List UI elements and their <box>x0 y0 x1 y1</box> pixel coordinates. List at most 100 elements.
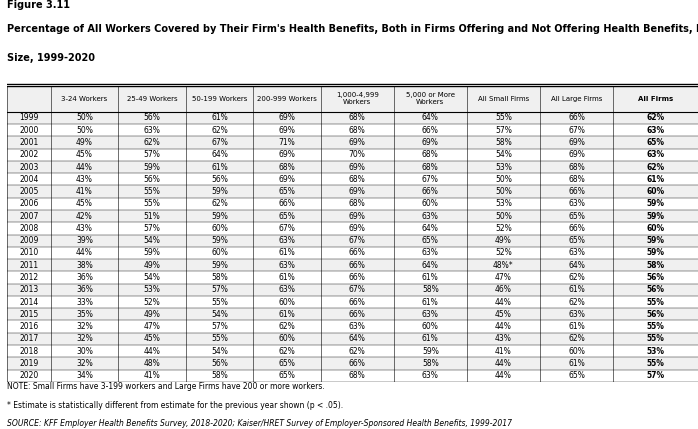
Text: 60%: 60% <box>422 199 439 208</box>
Text: 59%: 59% <box>646 199 664 208</box>
Text: 58%: 58% <box>422 285 439 294</box>
Text: 66%: 66% <box>422 187 439 196</box>
Text: 41%: 41% <box>495 347 512 356</box>
Text: 68%: 68% <box>349 199 366 208</box>
Text: 50%: 50% <box>495 187 512 196</box>
Text: 69%: 69% <box>279 150 295 159</box>
Text: 65%: 65% <box>568 236 585 245</box>
Text: 30%: 30% <box>76 347 93 356</box>
Text: 59%: 59% <box>646 248 664 257</box>
Text: 60%: 60% <box>211 248 228 257</box>
Text: 36%: 36% <box>76 273 93 282</box>
Text: 67%: 67% <box>349 236 366 245</box>
Text: 50%: 50% <box>76 126 93 135</box>
Text: 66%: 66% <box>279 199 295 208</box>
Text: 60%: 60% <box>279 298 295 307</box>
Text: 2013: 2013 <box>20 285 38 294</box>
Text: 54%: 54% <box>495 150 512 159</box>
Text: 57%: 57% <box>211 322 228 331</box>
Text: 63%: 63% <box>568 310 585 319</box>
Text: 61%: 61% <box>422 273 439 282</box>
Text: 52%: 52% <box>144 298 161 307</box>
Bar <box>7 308 698 320</box>
Text: 58%: 58% <box>422 359 439 368</box>
Text: 2015: 2015 <box>20 310 38 319</box>
Text: 61%: 61% <box>568 322 585 331</box>
Text: 49%: 49% <box>76 138 93 147</box>
Text: All Large Firms: All Large Firms <box>551 96 602 102</box>
Text: 69%: 69% <box>568 138 585 147</box>
Text: 63%: 63% <box>422 371 439 380</box>
Text: 69%: 69% <box>279 126 295 135</box>
Text: 41%: 41% <box>144 371 161 380</box>
Text: 61%: 61% <box>646 175 664 184</box>
Bar <box>7 124 698 136</box>
Text: 62%: 62% <box>568 298 585 307</box>
Text: 62%: 62% <box>349 347 366 356</box>
Text: 63%: 63% <box>349 322 366 331</box>
Text: Size, 1999-2020: Size, 1999-2020 <box>7 53 95 63</box>
Text: 55%: 55% <box>646 334 664 343</box>
Bar <box>7 296 698 308</box>
Text: 63%: 63% <box>279 285 295 294</box>
Text: 55%: 55% <box>495 114 512 123</box>
Text: 61%: 61% <box>568 285 585 294</box>
Text: 66%: 66% <box>568 224 585 233</box>
Text: 52%: 52% <box>495 224 512 233</box>
Text: 55%: 55% <box>144 187 161 196</box>
Text: 63%: 63% <box>646 126 664 135</box>
Text: 69%: 69% <box>279 114 295 123</box>
Text: 62%: 62% <box>211 126 228 135</box>
Text: 41%: 41% <box>76 187 93 196</box>
Bar <box>7 333 698 345</box>
Text: 55%: 55% <box>646 322 664 331</box>
Text: 63%: 63% <box>422 248 439 257</box>
Text: 65%: 65% <box>279 371 295 380</box>
Text: 69%: 69% <box>349 163 366 172</box>
Text: 67%: 67% <box>349 285 366 294</box>
Text: 64%: 64% <box>422 114 439 123</box>
Text: 52%: 52% <box>495 248 512 257</box>
Text: 62%: 62% <box>211 199 228 208</box>
Text: 65%: 65% <box>279 187 295 196</box>
Text: 2020: 2020 <box>20 371 38 380</box>
Text: 55%: 55% <box>646 298 664 307</box>
Text: 65%: 65% <box>422 236 439 245</box>
Text: 50%: 50% <box>495 211 512 221</box>
Text: 50%: 50% <box>76 114 93 123</box>
Text: 2004: 2004 <box>19 175 38 184</box>
Text: 54%: 54% <box>144 236 161 245</box>
Text: 61%: 61% <box>279 273 295 282</box>
Text: 44%: 44% <box>144 347 161 356</box>
Text: 42%: 42% <box>76 211 93 221</box>
Text: 2007: 2007 <box>19 211 38 221</box>
Text: 65%: 65% <box>646 138 664 147</box>
Text: 56%: 56% <box>144 175 161 184</box>
Text: 66%: 66% <box>349 310 366 319</box>
Bar <box>7 284 698 296</box>
Text: 59%: 59% <box>144 248 161 257</box>
Text: 69%: 69% <box>349 138 366 147</box>
Text: 48%: 48% <box>144 359 161 368</box>
Text: 43%: 43% <box>76 224 93 233</box>
Text: 44%: 44% <box>495 298 512 307</box>
Text: * Estimate is statistically different from estimate for the previous year shown : * Estimate is statistically different fr… <box>7 401 343 410</box>
Text: 2011: 2011 <box>20 261 38 270</box>
Text: 2018: 2018 <box>20 347 38 356</box>
Text: 68%: 68% <box>349 371 366 380</box>
Text: 55%: 55% <box>144 199 161 208</box>
Text: 34%: 34% <box>76 371 93 380</box>
Text: 71%: 71% <box>279 138 295 147</box>
Text: 53%: 53% <box>144 285 161 294</box>
Text: 2008: 2008 <box>20 224 38 233</box>
Text: 62%: 62% <box>568 273 585 282</box>
Text: All Firms: All Firms <box>638 96 673 102</box>
Text: 51%: 51% <box>144 211 161 221</box>
Bar <box>7 185 698 198</box>
Text: 67%: 67% <box>568 126 585 135</box>
Text: 68%: 68% <box>422 150 439 159</box>
Text: 2001: 2001 <box>20 138 38 147</box>
Text: 32%: 32% <box>76 334 93 343</box>
Text: 68%: 68% <box>349 126 366 135</box>
Text: 44%: 44% <box>495 359 512 368</box>
